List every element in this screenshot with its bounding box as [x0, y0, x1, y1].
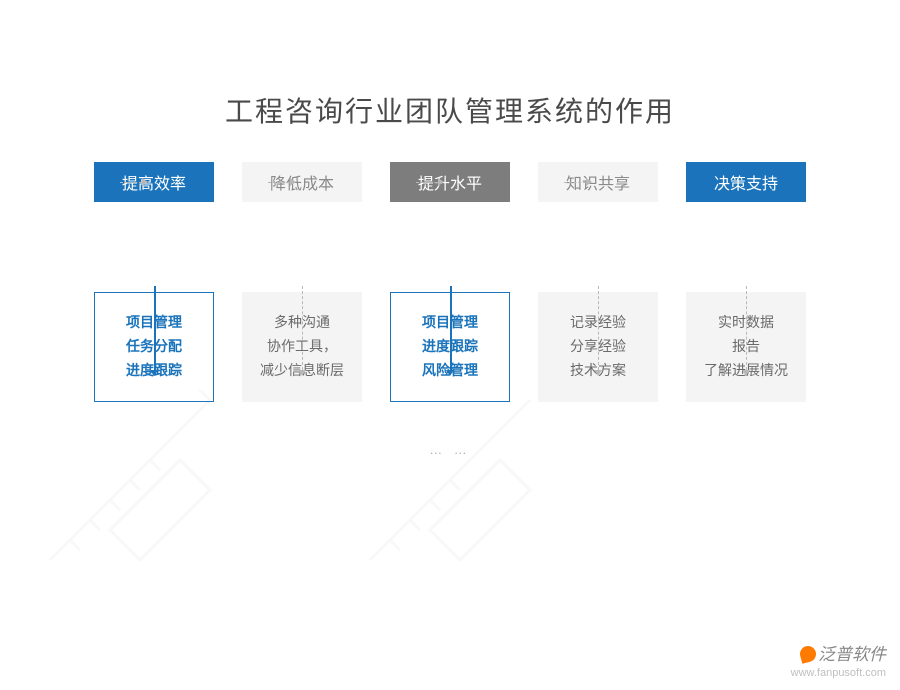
- vertical-connector-2: [450, 286, 452, 370]
- decoration-ruler-mid: [360, 390, 540, 570]
- tab-4: 决策支持: [686, 162, 806, 202]
- tab-connector-0: [120, 182, 142, 183]
- watermark: 泛普软件 www.fanpusoft.com: [791, 644, 886, 680]
- watermark-brand: 泛普软件: [818, 645, 886, 664]
- vertical-connector-4: [746, 286, 747, 370]
- vertical-connector-arrow-3: [594, 370, 602, 376]
- tabs-row: 提高效率降低成本提升水平知识共享决策支持: [0, 162, 900, 202]
- vertical-connector-arrow-1: [298, 370, 306, 376]
- tab-connector-arrow-2: [438, 178, 444, 186]
- vertical-connector-arrow-0: [150, 370, 158, 376]
- tab-connector-arrow-1: [290, 178, 296, 186]
- tab-3: 知识共享: [538, 162, 658, 202]
- vertical-connector-1: [302, 286, 303, 370]
- vertical-connector-3: [598, 286, 599, 370]
- ellipsis-text: … …: [0, 442, 900, 457]
- vertical-connector-arrow-2: [446, 370, 454, 376]
- watermark-url: www.fanpusoft.com: [791, 666, 886, 680]
- diagram-title: 工程咨询行业团队管理系统的作用: [0, 90, 900, 130]
- tab-connector-arrow-3: [586, 178, 592, 186]
- watermark-logo-icon: [798, 644, 818, 664]
- tab-1: 降低成本: [242, 162, 362, 202]
- vertical-connector-0: [154, 286, 156, 370]
- tab-connector-2: [416, 182, 438, 183]
- tab-connector-1: [268, 182, 290, 183]
- tab-0: 提高效率: [94, 162, 214, 202]
- tab-connector-arrow-0: [142, 178, 148, 186]
- vertical-connector-arrow-4: [742, 370, 750, 376]
- tab-connector-3: [564, 182, 586, 183]
- tab-2: 提升水平: [390, 162, 510, 202]
- decoration-ruler-left: [40, 390, 220, 570]
